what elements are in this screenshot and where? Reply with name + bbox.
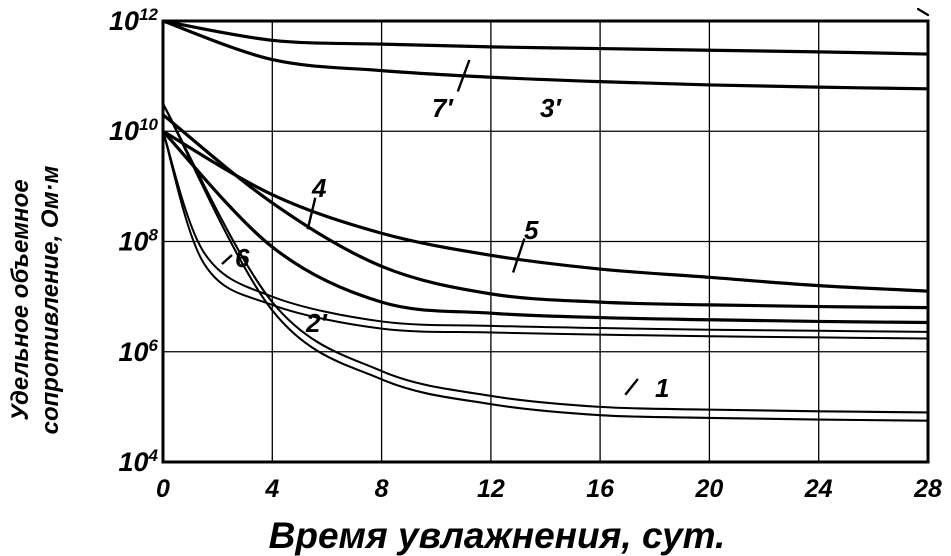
svg-text:сопротивление, Ом·м: сопротивление, Ом·м <box>37 165 64 434</box>
svg-text:1: 1 <box>655 373 669 403</box>
svg-text:3′: 3′ <box>540 93 562 123</box>
svg-text:12: 12 <box>477 475 505 503</box>
svg-text:Время увлажнения, сут.: Время увлажнения, сут. <box>269 515 726 556</box>
svg-text:24: 24 <box>804 475 833 503</box>
svg-text:16: 16 <box>586 475 615 503</box>
svg-text:106: 106 <box>118 336 158 367</box>
svg-text:4: 4 <box>264 475 279 503</box>
svg-text:0: 0 <box>156 475 170 503</box>
svg-text:20: 20 <box>694 475 723 503</box>
svg-text:2′: 2′ <box>305 308 328 338</box>
svg-text:Удельное объемное: Удельное объемное <box>7 179 34 420</box>
svg-text:6: 6 <box>235 243 250 273</box>
svg-text:8: 8 <box>375 475 389 503</box>
svg-text:4: 4 <box>311 173 327 203</box>
svg-text:1012: 1012 <box>109 5 159 36</box>
svg-text:28: 28 <box>913 475 942 503</box>
svg-text:7′: 7′ <box>432 93 454 123</box>
svg-text:104: 104 <box>118 446 158 477</box>
svg-text:5: 5 <box>524 215 539 245</box>
svg-text:108: 108 <box>118 226 158 257</box>
svg-text:1010: 1010 <box>109 115 159 146</box>
